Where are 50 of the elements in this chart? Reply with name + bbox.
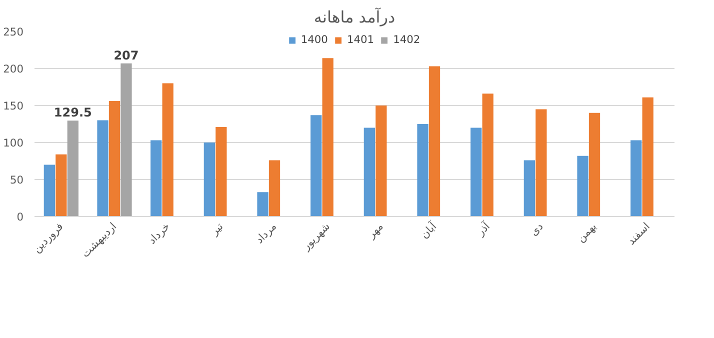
bar [428, 66, 440, 216]
y-tick-label: 250 [3, 26, 24, 38]
bar [97, 120, 108, 216]
bar [322, 58, 334, 216]
x-tick-label: آبان [417, 218, 440, 242]
bar [120, 63, 132, 216]
y-tick-label: 50 [10, 174, 24, 186]
bar [67, 120, 78, 216]
bar [482, 94, 494, 216]
bar [162, 83, 174, 216]
y-tick-label: 100 [3, 136, 24, 150]
bar [364, 128, 376, 216]
chart-title: درآمد ماهانه [314, 6, 396, 26]
x-tick-label: بهمن [574, 220, 600, 245]
bar [204, 142, 216, 216]
y-tick-label: 0 [16, 210, 24, 224]
bar [150, 140, 162, 216]
x-tick-label: شهریور [298, 220, 332, 254]
bar [642, 97, 654, 216]
x-tick-label: تیر [207, 220, 226, 238]
bar [588, 112, 600, 216]
x-tick-label: اردیبهشت [78, 220, 120, 260]
bar [470, 128, 482, 216]
bar [56, 154, 67, 216]
legend-label: 1401 [346, 33, 374, 46]
x-tick-label: آذر [472, 218, 494, 239]
x-tick-label: فروردین [30, 220, 66, 256]
bar [630, 140, 642, 216]
x-tick-label: اسفند [624, 220, 652, 248]
legend-label: 1400 [300, 33, 328, 46]
legend-label: 1402 [393, 33, 420, 46]
x-tick-label: دی [527, 220, 546, 238]
bar [216, 126, 227, 216]
data-label: 207 [114, 48, 139, 62]
bar [310, 115, 322, 216]
data-label: 129.5 [54, 106, 92, 120]
bar [524, 160, 536, 216]
bar [257, 192, 268, 216]
bar [376, 106, 387, 216]
bar [536, 109, 547, 216]
x-tick-label: مرداد [252, 220, 280, 246]
bar [268, 160, 280, 216]
x-tick-label: خرداد [146, 220, 172, 247]
bar [108, 101, 120, 216]
y-tick-label: 200 [3, 62, 24, 76]
y-tick-label: 150 [3, 100, 24, 112]
bar [44, 164, 56, 216]
x-tick-label: مهر [364, 220, 386, 242]
bar [577, 156, 588, 216]
bar [417, 124, 428, 216]
